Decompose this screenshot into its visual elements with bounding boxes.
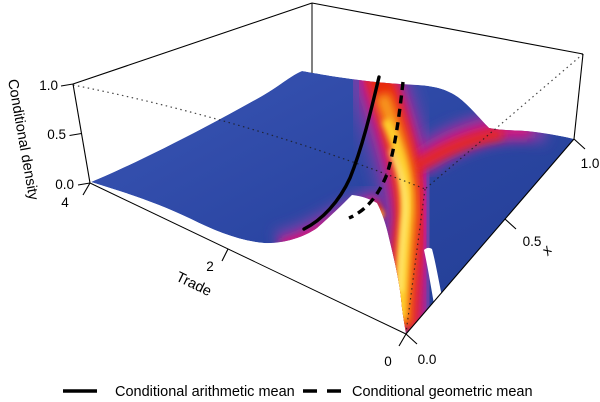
box-top-left-edge bbox=[72, 2, 313, 85]
box-hidden-dotted-edges bbox=[72, 53, 584, 334]
legend-arithmetic-label: Conditional arithmetic mean bbox=[115, 384, 295, 400]
z-axis: 1.0 0.5 0.0 Conditional density bbox=[4, 78, 91, 202]
density-surface bbox=[91, 71, 574, 334]
box-top-back-edge bbox=[311, 2, 584, 55]
trade-tick-3: 0 bbox=[384, 354, 392, 369]
x-axis-title: x bbox=[538, 242, 556, 259]
z-tick-1: 1.0 bbox=[39, 78, 58, 93]
x-tick-1: 0.0 bbox=[418, 352, 437, 367]
arithmetic-mean-line bbox=[302, 75, 381, 231]
hidden-edge-front-vertical bbox=[405, 188, 426, 334]
box-right-vertical-edge bbox=[573, 53, 584, 140]
x-tick-2: 0.5 bbox=[523, 234, 542, 249]
trade-axis-line bbox=[89, 182, 407, 335]
z-tick-2: 0.5 bbox=[47, 127, 66, 142]
z-axis-title: Conditional density bbox=[4, 78, 41, 202]
box-frame bbox=[72, 2, 584, 335]
trade-tick-2: 2 bbox=[206, 259, 214, 274]
z-tick-3: 0.0 bbox=[55, 177, 74, 192]
spike-right-gap bbox=[424, 247, 443, 305]
surface-base bbox=[91, 71, 574, 334]
legend-item-geometric: Conditional geometric mean bbox=[303, 384, 533, 400]
x-tick-3: 1.0 bbox=[581, 156, 600, 171]
x-axis-line bbox=[405, 138, 575, 335]
legend: Conditional arithmetic mean Conditional … bbox=[63, 384, 533, 400]
legend-geometric-label: Conditional geometric mean bbox=[352, 384, 533, 400]
trade-tick-1: 4 bbox=[61, 195, 69, 210]
legend-item-arithmetic: Conditional arithmetic mean bbox=[63, 384, 295, 400]
heat-ridge bbox=[340, 71, 551, 334]
geometric-mean-line bbox=[348, 81, 405, 220]
